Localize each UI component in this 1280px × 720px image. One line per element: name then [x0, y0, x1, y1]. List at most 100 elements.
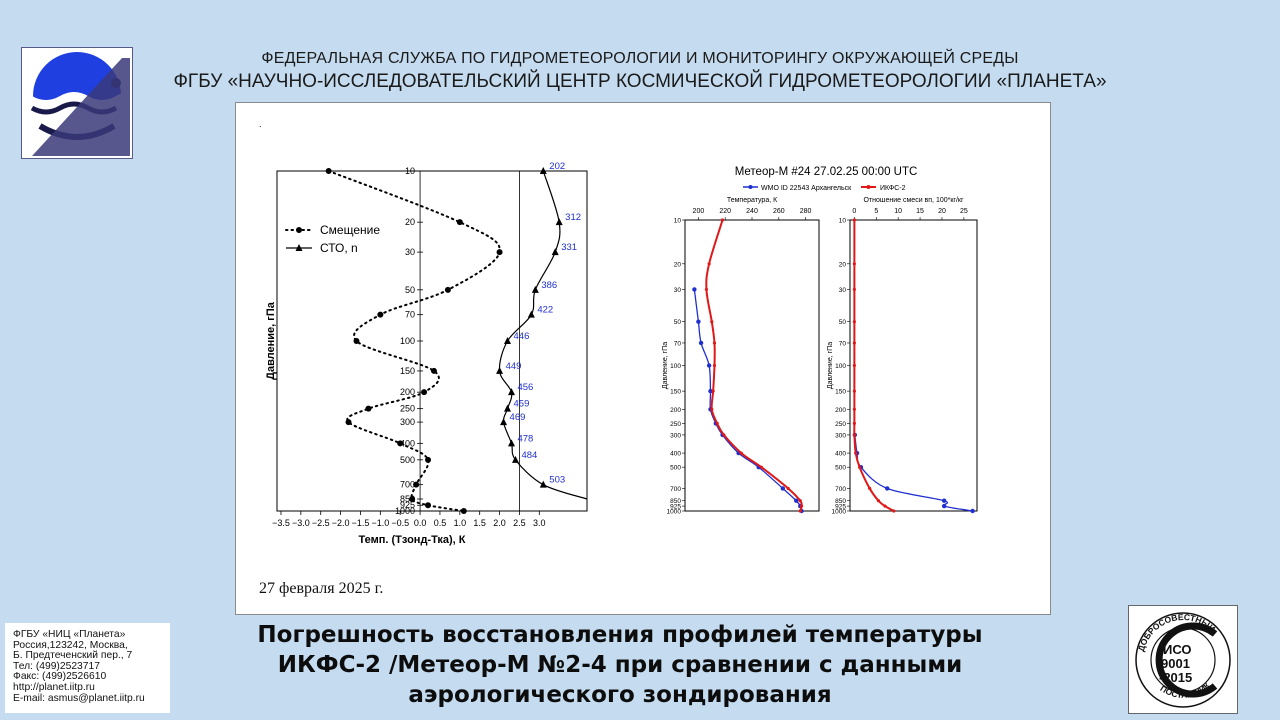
contact-line: Б. Предтеченский пер., 7 — [13, 650, 133, 662]
y-tick-label: 300 — [400, 417, 415, 427]
panel-y-tick-label: 250 — [670, 421, 681, 428]
bias-point — [460, 508, 467, 514]
ikfs-profile-point — [852, 262, 856, 266]
y-tick-label: 150 — [400, 366, 415, 376]
stray-dot: . — [259, 119, 262, 129]
x-tick-label: −2.0 — [332, 518, 350, 528]
panel-x-label: Температура, К — [727, 197, 778, 204]
std-point — [504, 404, 512, 412]
profile-chart-title: Метеор-М #24 27.02.25 00:00 UTC — [735, 166, 918, 178]
sonde-profile-point — [970, 508, 975, 514]
panel-y-tick-label: 50 — [839, 319, 847, 326]
sample-count-label: 449 — [506, 361, 522, 372]
ikfs-profile-point — [852, 363, 856, 368]
iso-line2: 9001 — [1161, 656, 1190, 671]
panel-y-tick-label: 70 — [839, 340, 847, 347]
x-tick-label: 3.0 — [533, 518, 546, 528]
ikfs-profile-point — [710, 407, 714, 411]
panel-y-tick-label: 10 — [839, 218, 847, 225]
ikfs-profile-line — [705, 219, 803, 512]
contact-line: http://planet.iitp.ru — [13, 681, 95, 693]
legend-sonde-marker — [748, 185, 753, 189]
panel-y-tick-label: 50 — [674, 319, 682, 326]
ikfs-profile-point — [739, 451, 743, 455]
bias-point — [353, 338, 360, 344]
panel-y-tick-label: 30 — [674, 287, 682, 294]
panel-y-tick-label: 850 — [670, 498, 681, 505]
y-tick-label: 700 — [400, 480, 415, 490]
ikfs-profile-point — [712, 363, 717, 368]
bias-point — [409, 496, 416, 503]
panel-y-tick-label: 300 — [670, 432, 681, 439]
panel-y-label: Давление, гПа — [827, 342, 834, 389]
ikfs-profile-point — [852, 421, 856, 426]
panel-y-tick-label: 200 — [835, 407, 846, 414]
ikfs-profile-point — [852, 341, 856, 345]
panel-y-tick-label: 400 — [835, 451, 846, 458]
panel-x-tick-label: 0 — [852, 208, 856, 215]
std-point — [507, 439, 515, 447]
panel-x-tick-label: 280 — [800, 208, 812, 215]
bias-point — [444, 286, 451, 293]
iso-badge: ДОБРОСОВЕСТНЫЙ ПОСТАВЩИК ИСО 9001 -2015 — [1128, 605, 1238, 714]
panel-x-tick-label: 220 — [719, 208, 731, 215]
legend-sonde-label: WMO ID 22543 Архангельск — [761, 185, 852, 192]
std-point — [555, 218, 563, 226]
panel-y-tick-label: 100 — [670, 363, 681, 370]
panel-x-tick-label: 20 — [938, 208, 946, 215]
slide-caption: Погрешность восстановления профилей темп… — [230, 620, 1010, 710]
x-tick-label: 2.0 — [493, 518, 506, 528]
sample-count-label: 469 — [510, 412, 526, 423]
y-tick-label: 50 — [405, 285, 415, 295]
legend-ikfs-marker — [866, 185, 871, 189]
ikfs-profile-point — [852, 320, 856, 324]
caption-line: аэрологического зондирования — [408, 682, 832, 708]
iso-line1: ИСО — [1163, 642, 1192, 657]
legend-bias-label: Смещение — [320, 223, 380, 237]
planeta-logo — [21, 47, 144, 159]
x-axis-label: Темп. (Тзонд-Тка), К — [358, 534, 465, 546]
planeta-logo-icon — [22, 52, 144, 158]
x-tick-label: −1.5 — [352, 518, 370, 528]
ikfs-profile-point — [715, 421, 719, 426]
profile-chart: Метеор-М #24 27.02.25 00:00 UTC WMO ID 22… — [662, 166, 978, 516]
x-tick-label: 0.0 — [414, 518, 427, 528]
panel-y-tick-label: 700 — [835, 486, 846, 493]
bias-point — [425, 502, 432, 509]
legend-std-label: СТО, n — [320, 241, 358, 255]
sample-count-label: 422 — [537, 305, 553, 316]
contact-line: ФГБУ «НИЦ «Планета» — [13, 629, 126, 640]
panel-y-tick-label: 500 — [835, 465, 846, 472]
y-tick-label: 400 — [400, 438, 415, 448]
bias-point — [496, 249, 503, 256]
figure-canvas: 1020305070100150200250300400500700850925… — [259, 119, 978, 546]
contact-block: ФГБУ «НИЦ «Планета» Россия,123242, Москв… — [5, 623, 170, 713]
y-tick-label: 70 — [405, 310, 415, 320]
panel-x-tick-label: 260 — [773, 208, 785, 215]
std-point — [511, 455, 519, 463]
y-tick-label: 100 — [400, 336, 415, 346]
x-tick-label: −3.0 — [292, 518, 310, 528]
ikfs-profile-point — [799, 504, 804, 508]
bias-point — [413, 481, 420, 488]
bias-point — [421, 389, 428, 396]
panel-y-tick-label: 70 — [674, 340, 682, 347]
y-tick-label: 10 — [405, 166, 415, 176]
panel-x-tick-label: 240 — [746, 208, 758, 215]
center-title: ФГБУ «НАУЧНО-ИССЛЕДОВАТЕЛЬСКИЙ ЦЕНТР КОС… — [173, 71, 1107, 92]
x-tick-label: 2.5 — [513, 518, 526, 528]
sonde-profile-line — [854, 434, 973, 512]
figure-date: 27 февраля 2025 г. — [259, 580, 384, 597]
x-tick-label: −2.5 — [312, 518, 330, 528]
panel-x-tick-label: 200 — [693, 208, 705, 215]
figure-frame: 10 20 30 50 70 100 150 200 250 300 400 500 700 850 925… — [235, 102, 1051, 615]
std-point — [507, 388, 515, 396]
panel-y-tick-label: 500 — [670, 465, 681, 472]
panel-y-tick-label: 1000 — [832, 509, 847, 516]
panel-y-tick-label: 300 — [835, 432, 846, 439]
sonde-profile-point — [692, 287, 697, 292]
bias-point — [430, 367, 437, 374]
ikfs-profile-point — [720, 218, 725, 222]
panel-x-label: Отношение смеси вп, 100*кг/кг — [863, 197, 964, 204]
x-tick-label: 0.5 — [434, 518, 447, 528]
